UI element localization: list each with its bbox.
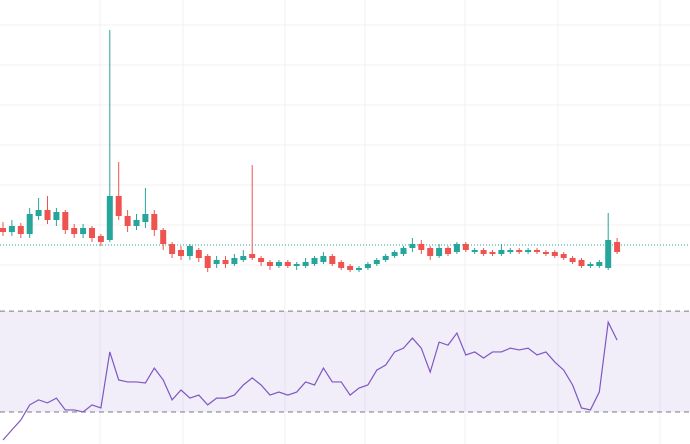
candle-body — [133, 220, 140, 226]
candle-body — [89, 228, 95, 238]
candle-body — [302, 262, 309, 266]
candle-body — [445, 248, 451, 254]
candle-body — [507, 250, 514, 252]
candle-body — [142, 214, 149, 222]
candle-body — [204, 256, 211, 268]
candle-body — [26, 214, 33, 234]
rsi-band — [0, 311, 690, 412]
candle-body — [498, 250, 505, 254]
candle-body — [356, 268, 362, 270]
candle-body — [17, 226, 24, 234]
candle-body — [320, 256, 327, 262]
candle-body — [311, 258, 318, 264]
candle-body — [364, 264, 371, 268]
candle-body — [53, 212, 60, 220]
candle-body — [222, 260, 229, 264]
candle-body — [587, 264, 594, 266]
candle-body — [35, 210, 42, 216]
candle-body — [258, 258, 265, 262]
candle-body — [115, 196, 122, 216]
candle-body — [151, 214, 158, 230]
candle-body — [267, 262, 273, 266]
candle-body — [160, 230, 167, 244]
candle-body — [338, 262, 345, 268]
candle-body — [471, 250, 478, 252]
candle-body — [231, 258, 238, 264]
candle-body — [169, 244, 176, 254]
candle-body — [124, 216, 131, 226]
candle-body — [329, 256, 336, 264]
candle-body — [400, 248, 407, 254]
candle-body — [284, 262, 291, 266]
candle-body — [605, 240, 612, 268]
candle-body — [373, 260, 380, 264]
candle-body — [578, 260, 585, 266]
candle-body — [596, 262, 603, 266]
candle-body — [560, 254, 567, 258]
candle-body — [409, 244, 416, 248]
candle-body — [275, 262, 282, 266]
candle-body — [525, 250, 532, 252]
candle-body — [542, 252, 549, 254]
candle-body — [614, 242, 621, 252]
candle-body — [480, 250, 487, 254]
candle-body — [0, 228, 6, 232]
candle-body — [8, 226, 15, 232]
candle-body — [71, 228, 78, 234]
candle-body — [186, 246, 193, 256]
vertical-grid — [99, 0, 661, 444]
rsi-line — [2, 320, 618, 441]
candle-body — [347, 266, 354, 270]
candle-body — [516, 250, 523, 252]
candle-body — [293, 264, 300, 266]
candle-body — [195, 250, 202, 258]
candle-body — [551, 252, 558, 256]
candle-body — [213, 260, 220, 264]
candle-body — [534, 250, 540, 252]
candle-body — [489, 252, 496, 254]
candle-body — [240, 256, 247, 260]
candle-body — [106, 196, 113, 240]
candle-body — [391, 252, 398, 256]
candle-body — [569, 258, 576, 262]
candle-body — [382, 256, 389, 260]
candle-body — [427, 248, 434, 256]
candle-body — [178, 250, 184, 256]
candle-body — [436, 248, 443, 256]
candle-body — [453, 244, 460, 252]
candle-body — [97, 236, 104, 242]
candle-body — [249, 254, 256, 258]
candle-body — [462, 244, 469, 250]
candle-body — [44, 210, 51, 220]
candle-body — [62, 212, 69, 230]
candle-body — [418, 244, 425, 250]
candle-body — [80, 228, 87, 234]
